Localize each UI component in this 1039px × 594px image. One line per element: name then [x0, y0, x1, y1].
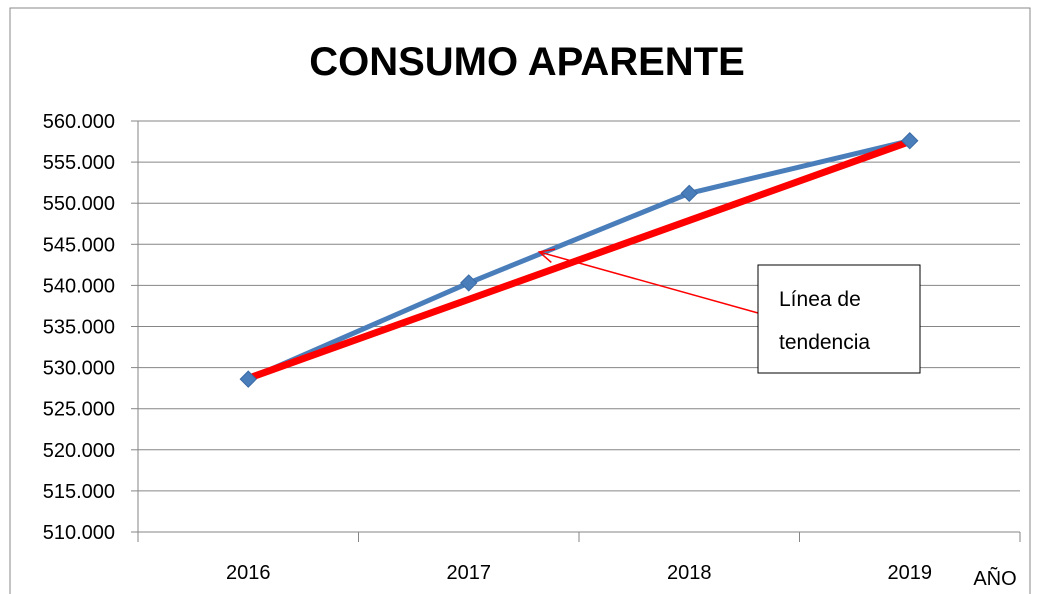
data-point: [239, 370, 257, 388]
y-tick-label: 530.000: [43, 358, 115, 380]
x-tick-label: 2016: [226, 562, 271, 584]
annotation-text: Línea de: [779, 288, 861, 311]
y-tick-label: 560.000: [43, 111, 115, 133]
x-tick-label: 2017: [447, 562, 492, 584]
x-tick-label: 2018: [667, 562, 712, 584]
y-tick-label: 545.000: [43, 234, 115, 256]
y-tick-label: 520.000: [43, 440, 115, 462]
annotation-box: [757, 264, 921, 374]
annotation-arrow: [539, 251, 759, 314]
y-tick-label: 535.000: [43, 317, 115, 339]
chart-title: CONSUMO APARENTE: [309, 40, 745, 84]
x-axis-label: AÑO: [973, 566, 1016, 590]
data-point: [901, 132, 919, 150]
data-line: [247, 138, 911, 382]
trend-line: [244, 138, 914, 382]
y-tick-label: 525.000: [43, 399, 115, 421]
data-point: [680, 184, 698, 203]
y-tick-label: 555.000: [43, 152, 115, 174]
y-tick-label: 510.000: [43, 522, 115, 544]
y-tick-label: 550.000: [43, 193, 115, 215]
data-point: [460, 274, 478, 292]
y-tick-label: 540.000: [43, 275, 115, 297]
y-tick-label: 515.000: [43, 481, 115, 503]
annotation-text: tendencia: [779, 331, 870, 354]
x-tick-label: 2019: [888, 562, 933, 584]
annotation-arrowhead: [537, 248, 556, 264]
